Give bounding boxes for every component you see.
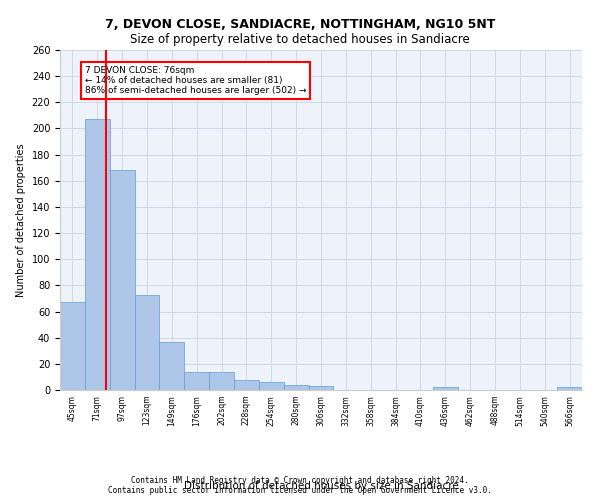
- Bar: [184, 372, 209, 390]
- Bar: [284, 385, 308, 390]
- Text: 7, DEVON CLOSE, SANDIACRE, NOTTINGHAM, NG10 5NT: 7, DEVON CLOSE, SANDIACRE, NOTTINGHAM, N…: [105, 18, 495, 30]
- Bar: [209, 372, 234, 390]
- Bar: [557, 388, 582, 390]
- Text: Size of property relative to detached houses in Sandiacre: Size of property relative to detached ho…: [130, 32, 470, 46]
- Bar: [160, 342, 184, 390]
- Bar: [85, 120, 110, 390]
- Y-axis label: Number of detached properties: Number of detached properties: [16, 143, 26, 297]
- X-axis label: Distribution of detached houses by size in Sandiacre: Distribution of detached houses by size …: [184, 482, 458, 492]
- Bar: [234, 380, 259, 390]
- Text: Contains HM Land Registry data © Crown copyright and database right 2024.
Contai: Contains HM Land Registry data © Crown c…: [108, 476, 492, 495]
- Bar: [134, 294, 160, 390]
- Bar: [433, 388, 458, 390]
- Bar: [259, 382, 284, 390]
- Bar: [60, 302, 85, 390]
- Text: 7 DEVON CLOSE: 76sqm
← 14% of detached houses are smaller (81)
86% of semi-detac: 7 DEVON CLOSE: 76sqm ← 14% of detached h…: [85, 66, 307, 96]
- Bar: [308, 386, 334, 390]
- Bar: [110, 170, 134, 390]
